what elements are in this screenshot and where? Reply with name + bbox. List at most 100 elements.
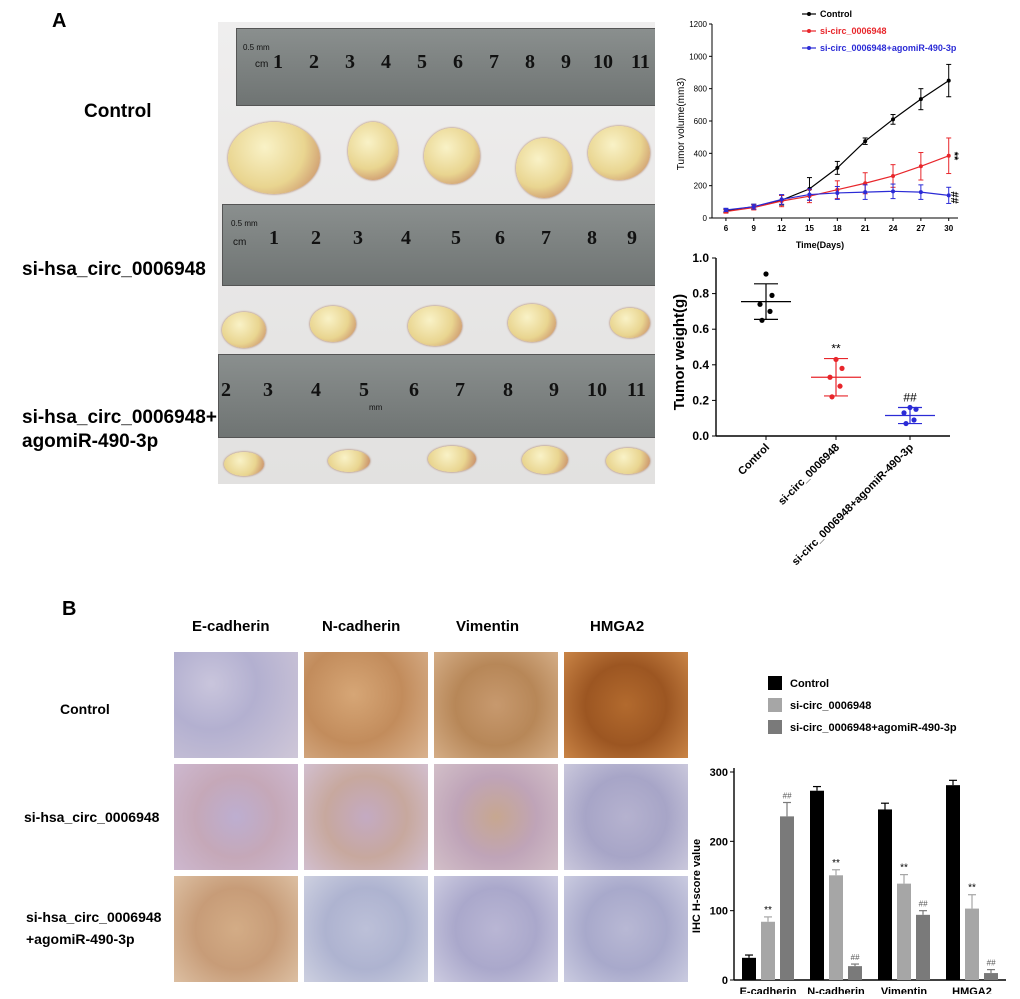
ruler-2-num: 1 bbox=[269, 227, 279, 249]
tw-point bbox=[763, 271, 769, 277]
tv-x-tick-label: 30 bbox=[944, 224, 953, 233]
ruler-2-cm-label: cm bbox=[233, 237, 247, 248]
ruler-1-cm-label: cm bbox=[255, 59, 269, 70]
tw-point bbox=[839, 365, 845, 371]
ruler-3-num: 4 bbox=[311, 379, 321, 401]
tw-y-tick-label: 0.8 bbox=[692, 287, 709, 301]
ruler-2-num: 8 bbox=[587, 227, 597, 249]
tw-y-tick-label: 1.0 bbox=[692, 251, 709, 265]
tw-annotation-significance: ## bbox=[903, 391, 917, 405]
ruler-2-num: 9 bbox=[627, 227, 637, 249]
ihc-image bbox=[564, 652, 688, 758]
tumor bbox=[310, 306, 356, 342]
tv-point bbox=[835, 190, 840, 195]
bar bbox=[946, 785, 960, 980]
bar-annotation-significance: ** bbox=[764, 905, 772, 916]
ruler-2: 0.5 mm cm 1 2 3 4 5 6 7 8 9 bbox=[222, 204, 655, 286]
bar bbox=[916, 914, 930, 980]
tw-y-tick-label: 0.0 bbox=[692, 429, 709, 443]
row-label-si-ago-line2: agomiR-490-3p bbox=[22, 430, 159, 452]
tw-point bbox=[907, 404, 913, 411]
ruler-3-num: 6 bbox=[409, 379, 419, 401]
tumor bbox=[516, 138, 572, 198]
tv-point bbox=[863, 139, 868, 144]
ihc-row-label-si: si-hsa_circ_0006948 bbox=[24, 809, 160, 825]
tv-point bbox=[946, 78, 951, 83]
bar bbox=[965, 908, 979, 980]
tw-ylabel: Tumor weight(g) bbox=[671, 294, 688, 410]
bar bbox=[897, 883, 911, 980]
ihc-image bbox=[434, 764, 558, 870]
tv-point bbox=[835, 165, 840, 170]
row-label-control: Control bbox=[84, 101, 152, 122]
bar-y-tick-label: 0 bbox=[722, 975, 728, 987]
ruler-2-num: 7 bbox=[541, 227, 551, 249]
tw-point bbox=[769, 292, 775, 298]
tw-point bbox=[829, 394, 835, 400]
ihc-row-label-si-ago-line1: si-hsa_circ_0006948 bbox=[26, 909, 162, 925]
tv-x-tick-label: 12 bbox=[777, 224, 786, 233]
bar-legend-label: si-circ_0006948+agomiR-490-3p bbox=[790, 722, 957, 734]
ihc-bar-chart: IHC H-score value Control si-circ_0006948… bbox=[691, 676, 1006, 994]
ihc-col-header: N-cadherin bbox=[322, 618, 401, 635]
bar bbox=[742, 957, 756, 980]
tw-annotation-significance: ** bbox=[831, 342, 841, 356]
tw-point bbox=[827, 374, 833, 380]
tumor bbox=[508, 304, 556, 342]
tumor bbox=[522, 446, 568, 474]
bar bbox=[810, 790, 824, 980]
ihc-col-header: HMGA2 bbox=[590, 618, 645, 635]
bar-legend-label: si-circ_0006948 bbox=[790, 700, 871, 712]
tw-point bbox=[901, 410, 907, 416]
panel-letter-b: B bbox=[62, 598, 77, 620]
ruler-3: 2 3 4 5 mm 6 7 8 9 10 11 bbox=[218, 354, 655, 438]
panel-letter-a: A bbox=[52, 10, 67, 32]
tv-xlabel: Time(Days) bbox=[796, 240, 844, 250]
tv-ylabel: Tumor volume(mm3) bbox=[676, 78, 687, 170]
bar-legend-swatch bbox=[768, 676, 782, 690]
tumor bbox=[610, 308, 650, 338]
tumor bbox=[606, 448, 650, 474]
tv-legend-label: Control bbox=[820, 9, 852, 19]
bar-x-tick-label: Vimentin bbox=[881, 986, 928, 994]
ruler-1-num: 5 bbox=[417, 51, 427, 73]
tumor-weight-chart: Tumor weight(g) 0.0 0.2 0.4 0.6 0.8 1.0 Contro… bbox=[671, 251, 950, 568]
bar-y-tick-label: 300 bbox=[710, 767, 728, 779]
bar bbox=[984, 973, 998, 980]
bar-legend-swatch bbox=[768, 698, 782, 712]
ihc-col-header: Vimentin bbox=[456, 618, 520, 635]
tw-point bbox=[757, 301, 763, 307]
ruler-3-num: 11 bbox=[627, 379, 646, 401]
tv-annotation-significance: ** bbox=[948, 152, 960, 161]
tv-y-tick-label: 1200 bbox=[689, 20, 707, 29]
bar bbox=[848, 966, 862, 980]
bar-x-tick-label: N-cadherin bbox=[807, 986, 865, 994]
ruler-1-num: 10 bbox=[593, 51, 613, 73]
ruler-3-num: 10 bbox=[587, 379, 607, 401]
tv-y-tick-label: 0 bbox=[703, 214, 708, 223]
tumor bbox=[408, 306, 462, 346]
tumor bbox=[224, 452, 264, 476]
ruler-1-num: 11 bbox=[631, 51, 650, 73]
bar-annotation-significance: ** bbox=[832, 858, 840, 869]
bar-y-tick-label: 200 bbox=[710, 836, 728, 848]
tv-y-tick-label: 600 bbox=[694, 117, 708, 126]
tv-y-tick-label: 200 bbox=[694, 182, 708, 191]
tw-point bbox=[833, 356, 839, 363]
ruler-1-num: 2 bbox=[309, 51, 319, 73]
ihc-image bbox=[304, 876, 428, 982]
tw-x-tick-label: si-circ_0006948 bbox=[776, 442, 842, 508]
bar bbox=[761, 921, 775, 980]
tv-point bbox=[946, 153, 951, 158]
ruler-3-num: 3 bbox=[263, 379, 273, 401]
tw-x-tick-label: si-circ_0006948+agomiR-490-3p bbox=[790, 441, 917, 568]
ihc-image bbox=[434, 652, 558, 758]
bar bbox=[829, 875, 843, 980]
ruler-1-num: 7 bbox=[489, 51, 499, 73]
row-label-si-ago: si-hsa_circ_0006948+ agomiR-490-3p bbox=[22, 406, 217, 454]
tw-point bbox=[913, 406, 919, 412]
ruler-3-num: 8 bbox=[503, 379, 513, 401]
ruler-1-mm-label: 0.5 mm bbox=[243, 43, 270, 52]
tw-point bbox=[759, 317, 765, 323]
ihc-image bbox=[304, 652, 428, 758]
